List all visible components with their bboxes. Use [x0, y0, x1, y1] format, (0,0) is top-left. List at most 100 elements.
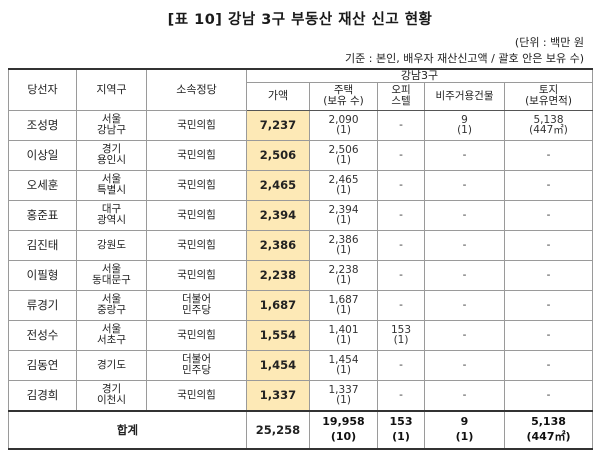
cell-region-line: 강원도 [97, 238, 126, 251]
cell-name: 김진태 [8, 229, 77, 261]
total-value: 25,258 [246, 409, 310, 450]
cell-nonres-line: (1) [457, 124, 472, 137]
cell-party: 더불어 민주당 [146, 289, 247, 321]
table-row: 조성명 서울 강남구 국민의힘 7,237 2,090 (1) -9 (1) 5,138 (447㎡… [8, 109, 593, 141]
cell-officetel-line: - [399, 208, 403, 221]
cell-value: 1,454 [246, 349, 310, 381]
cell-nonres: 9 (1) [424, 109, 505, 141]
cell-region-line: 경기 [101, 143, 122, 156]
cell-party: 더불어 민주당 [146, 349, 247, 381]
cell-land-line: - [546, 388, 551, 401]
cell-region-line: 용인시 [97, 154, 126, 167]
cell-value: 7,237 [246, 109, 310, 141]
table-row: 김경희 경기 이천시 국민의힘 1,337 1,337 (1) - - - [8, 379, 593, 412]
cell-region: 서울 강남구 [76, 109, 147, 141]
cell-land-line: 5,138 [533, 113, 564, 126]
cell-land-line: - [546, 178, 551, 191]
cell-name: 김경희 [8, 379, 77, 412]
header-officetel-line1: 오피 [391, 84, 411, 97]
cell-house-line: 1,454 [328, 353, 359, 366]
cell-region-line: 특별시 [97, 184, 126, 197]
cell-house-line: 2,506 [328, 143, 359, 156]
total-land-line: (447㎡) [526, 429, 571, 443]
cell-party-line: 더불어 [182, 353, 211, 366]
cell-nonres-line: - [462, 268, 467, 281]
cell-region: 대구 광역시 [76, 199, 147, 231]
cell-value: 1,687 [246, 289, 310, 321]
cell-land: - [504, 199, 593, 231]
cell-party-line: 민주당 [182, 364, 211, 377]
cell-region-line: 서울 [101, 263, 122, 276]
cell-region: 서울 특별시 [76, 169, 147, 201]
header-value: 가액 [246, 81, 310, 111]
cell-officetel: - [377, 229, 425, 261]
total-officetel: 153 (1) [377, 409, 425, 450]
header-land: 토지 (보유면적) [504, 81, 593, 111]
cell-region: 경기 이천시 [76, 379, 147, 412]
cell-officetel: - [377, 109, 425, 141]
cell-officetel-line: - [399, 148, 403, 161]
cell-nonres: - [424, 169, 505, 201]
cell-party: 국민의힘 [146, 199, 247, 231]
cell-officetel: - [377, 349, 425, 381]
cell-nonres: - [424, 349, 505, 381]
cell-land: - [504, 259, 593, 291]
cell-house-line: (1) [336, 184, 351, 197]
cell-party: 국민의힘 [146, 379, 247, 412]
cell-nonres-line: - [462, 388, 467, 401]
cell-party: 국민의힘 [146, 139, 247, 171]
cell-party-line: 국민의힘 [177, 268, 216, 281]
table-row: 이필형 서울 동대문구 국민의힘 2,238 2,238 (1) - - - [8, 259, 593, 291]
cell-house-line: 1,401 [328, 323, 359, 336]
cell-name: 류경기 [8, 289, 77, 321]
table-row: 전성수 서울 서초구 국민의힘 1,554 1,401 (1) 153 (1) - - [8, 319, 593, 351]
cell-officetel: - [377, 199, 425, 231]
total-land: 5,138 (447㎡) [504, 409, 593, 450]
cell-region-line: 서울 [101, 173, 122, 186]
table-row: 류경기 서울 중랑구 더불어 민주당 1,687 1,687 (1) - - - [8, 289, 593, 321]
cell-officetel: - [377, 289, 425, 321]
cell-house-line: (1) [336, 304, 351, 317]
total-land-line: 5,138 [531, 414, 566, 428]
cell-party-line: 국민의힘 [177, 118, 216, 131]
cell-officetel: - [377, 169, 425, 201]
total-house-line: 19,958 [322, 414, 365, 428]
cell-party: 국민의힘 [146, 319, 247, 351]
total-row: 합계 25,258 19,958 (10) 153 (1) 9 (1) 5,138 (447㎡) [8, 409, 593, 450]
cell-officetel-line: - [399, 178, 403, 191]
asset-table: 당선자 지역구 소속정당 강남3구 가액 주택 (보유 수) 오피 스텔 비주거… [8, 67, 593, 450]
header-house-line1: 주택 [333, 84, 354, 97]
header-house-line2: (보유 수) [323, 95, 364, 108]
basis-note: 기준 : 본인, 배우자 재산신고액 / 괄호 안은 보유 수) [345, 52, 584, 65]
cell-region-line: 대구 [101, 203, 122, 216]
cell-party: 국민의힘 [146, 259, 247, 291]
cell-value: 2,386 [246, 229, 310, 261]
cell-region-line: 서울 [101, 293, 122, 306]
cell-value: 1,337 [246, 379, 310, 412]
cell-nonres-line: - [462, 148, 467, 161]
table-row: 김동연 경기도 더불어 민주당 1,454 1,454 (1) - - - [8, 349, 593, 381]
cell-officetel-line: 153 [390, 323, 412, 336]
cell-land-line: - [546, 238, 551, 251]
cell-land-line: - [546, 208, 551, 221]
cell-officetel: 153 (1) [377, 319, 425, 351]
cell-region-line: 서초구 [97, 334, 126, 347]
header-nonres: 비주거용건물 [424, 81, 505, 111]
cell-house: 1,454 (1) [309, 349, 378, 381]
cell-party-line: 민주당 [182, 304, 211, 317]
table-body: 조성명 서울 강남구 국민의힘 7,237 2,090 (1) -9 (1) 5,138 (447㎡… [8, 109, 593, 450]
cell-officetel-line: - [399, 358, 403, 371]
cell-officetel-line: - [399, 118, 403, 131]
cell-value: 2,506 [246, 139, 310, 171]
cell-name: 오세훈 [8, 169, 77, 201]
cell-land: 5,138 (447㎡) [504, 109, 593, 141]
cell-party-line: 국민의힘 [177, 208, 216, 221]
cell-region-line: 광역시 [97, 214, 126, 227]
cell-party: 국민의힘 [146, 109, 247, 141]
cell-region-line: 경기 [101, 383, 122, 396]
cell-house-line: 2,238 [328, 263, 359, 276]
cell-region-line: 동대문구 [92, 274, 131, 287]
cell-house-line: (1) [336, 394, 351, 407]
cell-name: 이상일 [8, 139, 77, 171]
